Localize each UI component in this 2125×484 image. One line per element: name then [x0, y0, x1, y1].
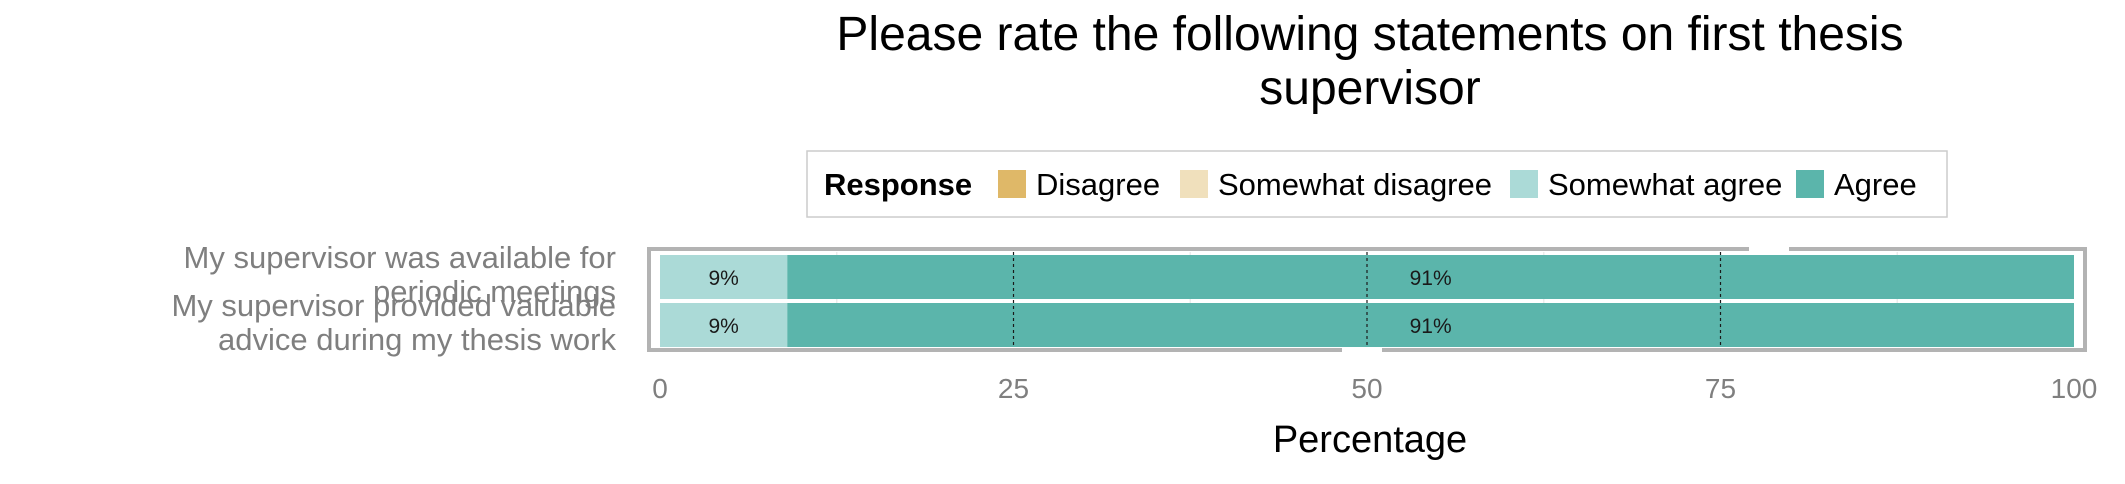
- y-axis-labels: My supervisor was available for periodic …: [171, 240, 616, 357]
- bar-value-label: 91%: [1410, 315, 1452, 338]
- bar-segment: [660, 255, 788, 299]
- bar-segment: [787, 303, 2074, 347]
- bar-segment: [787, 255, 2074, 299]
- legend-label: Somewhat disagree: [1218, 167, 1492, 202]
- x-axis-ticks: 0 25 50 75 100: [652, 373, 2097, 404]
- legend-key: [1796, 170, 1824, 198]
- legend-key: [998, 170, 1026, 198]
- chart-title-line: supervisor: [1259, 62, 1480, 115]
- y-axis-label: My supervisor provided valuable advice du…: [171, 288, 616, 357]
- x-axis-label: Percentage: [1273, 419, 1467, 461]
- legend-key: [1510, 170, 1538, 198]
- chart-title-line: Please rate the following statements on …: [836, 8, 1903, 61]
- legend-label: Agree: [1834, 167, 1917, 202]
- bar-value-label: 9%: [708, 267, 738, 290]
- legend-label: Somewhat agree: [1548, 167, 1782, 202]
- bar-value-label: 9%: [708, 315, 738, 338]
- bar-segment: [660, 303, 788, 347]
- x-tick-label: 75: [1705, 373, 1736, 404]
- x-tick-label: 50: [1351, 373, 1382, 404]
- legend-key: [1180, 170, 1208, 198]
- plot-area: 9% 91% 9% 91%: [647, 247, 2087, 352]
- y-axis-label: My supervisor was available for periodic …: [184, 240, 616, 309]
- x-tick-label: 25: [998, 373, 1029, 404]
- chart-title: Please rate the following statements on …: [836, 8, 1903, 115]
- legend-label: Disagree: [1036, 167, 1160, 202]
- x-tick-label: 0: [652, 373, 668, 404]
- legend: Response Disagree Somewhat disagree Somewha…: [806, 150, 1948, 218]
- legend-box: [806, 150, 1948, 218]
- x-tick-label: 100: [2051, 373, 2098, 404]
- bar-value-label: 91%: [1410, 267, 1452, 290]
- legend-title: Response: [824, 167, 972, 202]
